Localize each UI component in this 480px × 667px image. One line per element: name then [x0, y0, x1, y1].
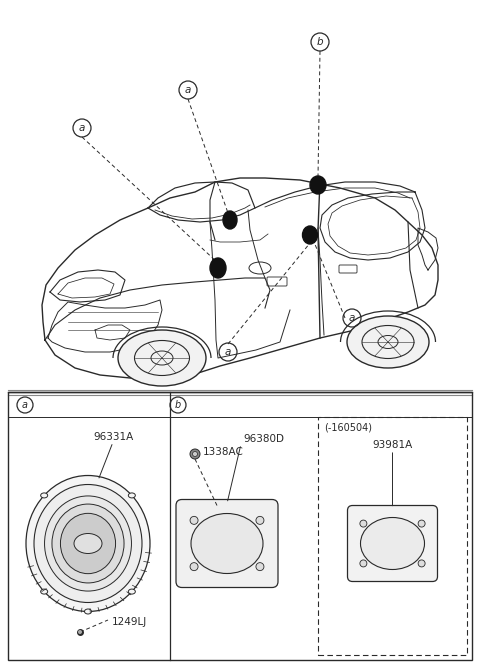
Ellipse shape: [118, 330, 206, 386]
Circle shape: [78, 630, 82, 634]
Ellipse shape: [302, 226, 317, 244]
Bar: [8, 392, 472, 660]
Text: (-160504): (-160504): [324, 422, 372, 432]
Text: 93981A: 93981A: [372, 440, 413, 450]
Ellipse shape: [34, 484, 142, 602]
Ellipse shape: [310, 176, 326, 194]
Text: 1249LJ: 1249LJ: [112, 617, 147, 627]
Ellipse shape: [223, 211, 237, 229]
Text: b: b: [317, 37, 324, 47]
Ellipse shape: [128, 493, 135, 498]
Ellipse shape: [347, 316, 429, 368]
Ellipse shape: [191, 514, 263, 574]
Ellipse shape: [60, 514, 116, 574]
FancyBboxPatch shape: [348, 506, 437, 582]
Circle shape: [418, 520, 425, 527]
Text: 96380D: 96380D: [243, 434, 284, 444]
Text: a: a: [79, 123, 85, 133]
Circle shape: [190, 516, 198, 524]
Circle shape: [256, 563, 264, 571]
Ellipse shape: [41, 493, 48, 498]
Ellipse shape: [26, 476, 150, 612]
Bar: [318, 417, 467, 655]
Circle shape: [190, 563, 198, 571]
Circle shape: [418, 560, 425, 567]
Ellipse shape: [45, 496, 132, 591]
Text: a: a: [185, 85, 191, 95]
Ellipse shape: [210, 258, 226, 278]
Ellipse shape: [52, 504, 124, 583]
Ellipse shape: [41, 589, 48, 594]
Text: b: b: [175, 400, 181, 410]
Ellipse shape: [74, 534, 102, 554]
Circle shape: [360, 560, 367, 567]
Text: a: a: [349, 313, 355, 323]
Circle shape: [190, 449, 200, 459]
Circle shape: [256, 516, 264, 524]
Circle shape: [192, 452, 197, 456]
Ellipse shape: [360, 518, 424, 570]
Text: 1338AC: 1338AC: [203, 447, 244, 457]
FancyBboxPatch shape: [176, 500, 278, 588]
Text: a: a: [225, 347, 231, 357]
Text: a: a: [22, 400, 28, 410]
Ellipse shape: [84, 609, 92, 614]
Circle shape: [360, 520, 367, 527]
Ellipse shape: [128, 589, 135, 594]
Text: 96331A: 96331A: [93, 432, 133, 442]
